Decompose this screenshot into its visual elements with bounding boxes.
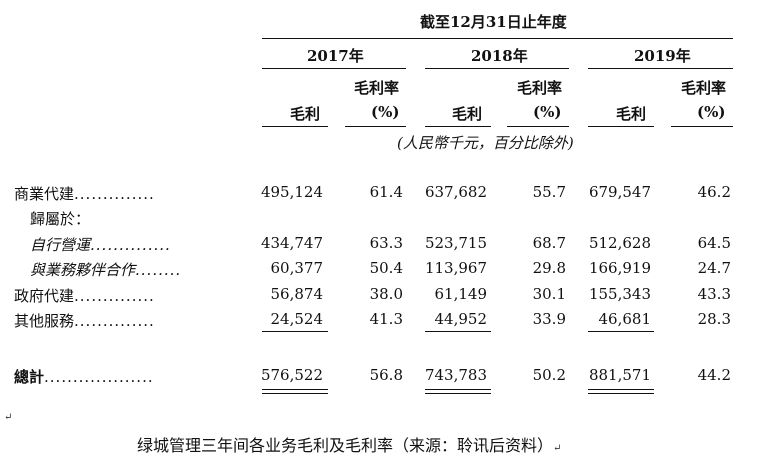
cell: 38.0	[369, 285, 403, 303]
year-2018: 2018年	[471, 47, 528, 65]
cell: 512,628	[588, 234, 651, 252]
cell: 44,952	[434, 310, 488, 328]
cell: 28.3	[697, 310, 731, 328]
subtotal-rule-3	[425, 331, 491, 333]
col-gross-profit-2019: 毛利	[616, 105, 647, 123]
cell: 41.3	[369, 310, 403, 328]
cell: 61,149	[434, 285, 488, 303]
total-double-rule-3	[425, 389, 491, 394]
cell: 29.8	[532, 259, 566, 277]
year-2017: 2017年	[307, 47, 364, 65]
cell: 24,524	[270, 310, 324, 328]
col-margin-2017-l1: 毛利率	[354, 79, 400, 97]
cell: 30.1	[532, 285, 566, 303]
col-margin-2018-l1: 毛利率	[517, 79, 563, 97]
subtotal-rule-1	[262, 331, 328, 333]
caption-mark: ↵	[553, 443, 562, 454]
cell: 679,547	[588, 183, 651, 201]
year-rule-2018	[425, 68, 569, 70]
cell: 166,919	[588, 259, 651, 277]
total-cell: 881,571	[588, 366, 651, 384]
row-label-attributable: 歸屬於：	[30, 210, 91, 228]
col-margin-2019-l2: (%)	[697, 103, 726, 121]
cell: 523,715	[424, 234, 487, 252]
year-2019: 2019年	[634, 47, 691, 65]
cell: 61.4	[369, 183, 403, 201]
caption: 绿城管理三年间各业务毛利及毛利率（来源：聆讯后资料）↵	[137, 436, 562, 455]
cell: 46.2	[697, 183, 731, 201]
cell: 60,377	[270, 259, 324, 277]
total-cell: 743,783	[424, 366, 487, 384]
period-rule	[262, 38, 733, 40]
cell: 63.3	[369, 234, 403, 252]
year-rule-2017	[262, 68, 406, 70]
col-rule-5	[588, 126, 654, 128]
year-rule-2019	[588, 68, 733, 70]
cell: 43.3	[697, 285, 731, 303]
row-label-other: 其他服務..............	[14, 312, 155, 330]
cell: 155,343	[588, 285, 651, 303]
col-rule-1	[262, 126, 328, 128]
col-rule-3	[425, 126, 491, 128]
row-label-self-operated: 自行營運..............	[30, 236, 171, 254]
cell: 68.7	[532, 234, 566, 252]
cell: 46,681	[598, 310, 652, 328]
total-double-rule-1	[262, 389, 328, 394]
total-cell: 576,522	[260, 366, 323, 384]
col-gross-profit-2017: 毛利	[290, 105, 321, 123]
subtotal-rule-5	[588, 331, 654, 333]
cell: 434,747	[260, 234, 323, 252]
cell: 495,124	[260, 183, 323, 201]
row-label-commercial: 商業代建..............	[14, 185, 155, 203]
row-label-partner: 與業務夥伴合作........	[30, 261, 182, 279]
period-title: 截至12月31日止年度	[420, 13, 567, 31]
col-margin-2018-l2: (%)	[533, 103, 562, 121]
col-rule-2	[345, 126, 406, 128]
cell: 33.9	[532, 310, 566, 328]
cell: 637,682	[424, 183, 487, 201]
total-double-rule-5	[588, 389, 654, 394]
cell: 113,967	[424, 259, 487, 277]
col-margin-2017-l2: (%)	[371, 103, 400, 121]
col-margin-2019-l1: 毛利率	[681, 79, 727, 97]
total-cell: 50.2	[532, 366, 566, 384]
cell: 56,874	[270, 285, 324, 303]
cell: 24.7	[697, 259, 731, 277]
cell: 50.4	[369, 259, 403, 277]
row-label-government: 政府代建..............	[14, 287, 155, 305]
paragraph-mark: ↵	[4, 412, 13, 423]
col-rule-4	[507, 126, 569, 128]
cell: 55.7	[532, 183, 566, 201]
col-gross-profit-2018: 毛利	[452, 105, 483, 123]
unit-note: (人民幣千元，百分比除外)	[397, 134, 574, 152]
cell: 64.5	[697, 234, 731, 252]
total-cell: 56.8	[369, 366, 403, 384]
col-rule-6	[671, 126, 733, 128]
total-cell: 44.2	[697, 366, 731, 384]
row-label-total: 總計...................	[14, 368, 154, 386]
